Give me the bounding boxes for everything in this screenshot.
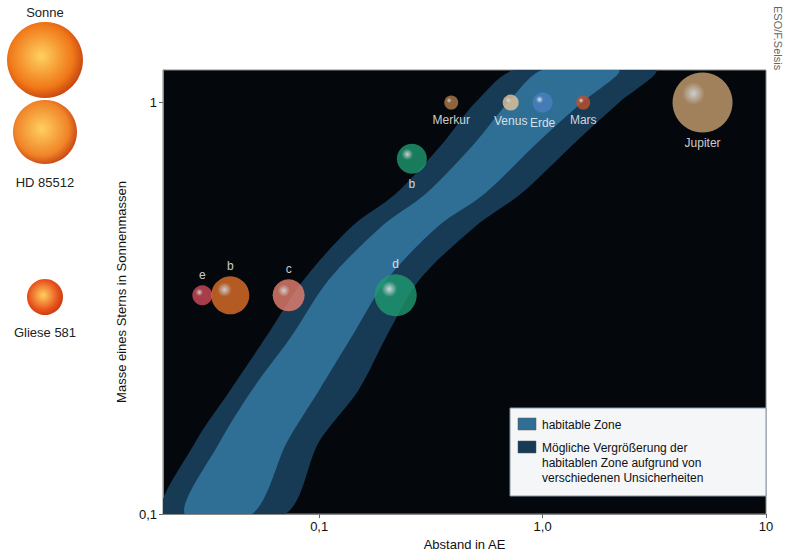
svg-text:Merkur: Merkur bbox=[433, 113, 470, 127]
svg-text:Mögliche Vergrößerung der: Mögliche Vergrößerung der bbox=[542, 441, 687, 455]
svg-text:Mars: Mars bbox=[570, 113, 597, 127]
svg-text:0,1: 0,1 bbox=[310, 519, 328, 534]
svg-text:Jupiter: Jupiter bbox=[685, 136, 721, 150]
svg-text:b: b bbox=[227, 259, 234, 273]
svg-text:d: d bbox=[392, 257, 399, 271]
svg-text:Masse eines Sterns in Sonnenma: Masse eines Sterns in Sonnenmassen bbox=[114, 181, 129, 403]
svg-text:habitablen Zone aufgrund von: habitablen Zone aufgrund von bbox=[542, 456, 701, 470]
svg-text:c: c bbox=[286, 262, 292, 276]
svg-text:Abstand in AE: Abstand in AE bbox=[424, 537, 506, 552]
svg-text:1: 1 bbox=[150, 95, 157, 110]
svg-text:Erde: Erde bbox=[530, 116, 556, 130]
svg-text:e: e bbox=[199, 268, 206, 282]
svg-text:Gliese 581: Gliese 581 bbox=[14, 325, 76, 340]
svg-text:b: b bbox=[409, 177, 416, 191]
svg-text:10: 10 bbox=[759, 519, 773, 534]
svg-text:HD 85512: HD 85512 bbox=[16, 175, 75, 190]
svg-text:ESO/F.Selsis: ESO/F.Selsis bbox=[772, 6, 784, 71]
svg-text:Sonne: Sonne bbox=[26, 5, 64, 20]
svg-text:verschiedenen Unsicherheiten: verschiedenen Unsicherheiten bbox=[542, 471, 703, 485]
svg-text:habitable Zone: habitable Zone bbox=[542, 418, 622, 432]
svg-text:1,0: 1,0 bbox=[534, 519, 552, 534]
svg-text:Venus: Venus bbox=[494, 114, 527, 128]
svg-text:0,1: 0,1 bbox=[139, 507, 157, 522]
